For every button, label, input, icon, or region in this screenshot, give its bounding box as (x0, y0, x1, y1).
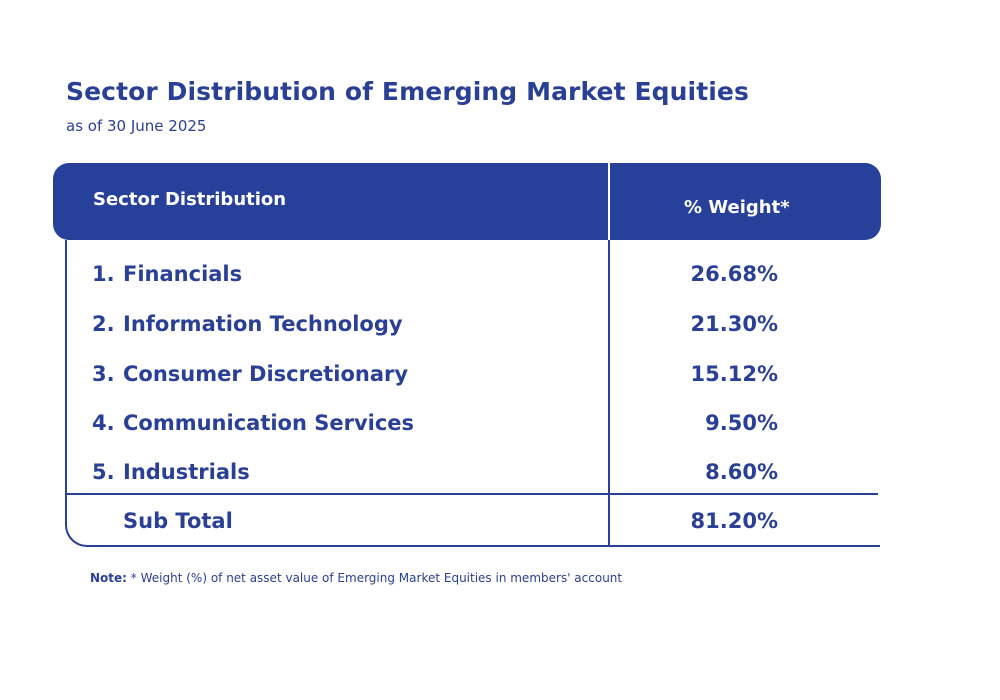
table-body-outline (65, 240, 880, 547)
subtotal-label: Sub Total (123, 509, 233, 533)
header-divider (608, 163, 610, 240)
sector-table: Sector Distribution % Weight* 1. Financi… (53, 163, 881, 548)
row-number: 4. (92, 411, 115, 435)
column-divider (608, 240, 610, 547)
row-number: 5. (92, 460, 115, 484)
header-sector-distribution: Sector Distribution (93, 189, 287, 210)
row-sector-label: Financials (123, 262, 243, 286)
row-weight-value: 9.50% (705, 411, 778, 435)
table-header: Sector Distribution % Weight* (53, 163, 881, 240)
page-subtitle: as of 30 June 2025 (66, 117, 207, 135)
table-row: 1. Financials 26.68% (65, 262, 880, 298)
subtotal-divider (65, 493, 878, 495)
row-weight-value: 15.12% (690, 362, 778, 386)
row-weight-value: 8.60% (705, 460, 778, 484)
row-sector-label: Communication Services (123, 411, 415, 435)
table-row: 2. Information Technology 21.30% (65, 312, 880, 348)
header-weight: % Weight* (684, 197, 790, 218)
page-title: Sector Distribution of Emerging Market E… (66, 77, 749, 106)
table-row: 3. Consumer Discretionary 15.12% (65, 362, 880, 398)
table-row: 4. Communication Services 9.50% (65, 411, 880, 447)
subtotal-row: Sub Total 81.20% (65, 509, 880, 545)
note-label: Note: (90, 571, 127, 585)
subtotal-value: 81.20% (690, 509, 778, 533)
row-weight-value: 21.30% (690, 312, 778, 336)
row-number: 3. (92, 362, 115, 386)
row-sector-label: Consumer Discretionary (123, 362, 409, 386)
table-row: 5. Industrials 8.60% (65, 460, 880, 496)
row-number: 1. (92, 262, 115, 286)
note-text: * Weight (%) of net asset value of Emerg… (130, 571, 623, 585)
row-number: 2. (92, 312, 115, 336)
row-weight-value: 26.68% (690, 262, 778, 286)
footnote: Note: * Weight (%) of net asset value of… (90, 571, 622, 585)
row-sector-label: Information Technology (123, 312, 403, 336)
row-sector-label: Industrials (123, 460, 250, 484)
